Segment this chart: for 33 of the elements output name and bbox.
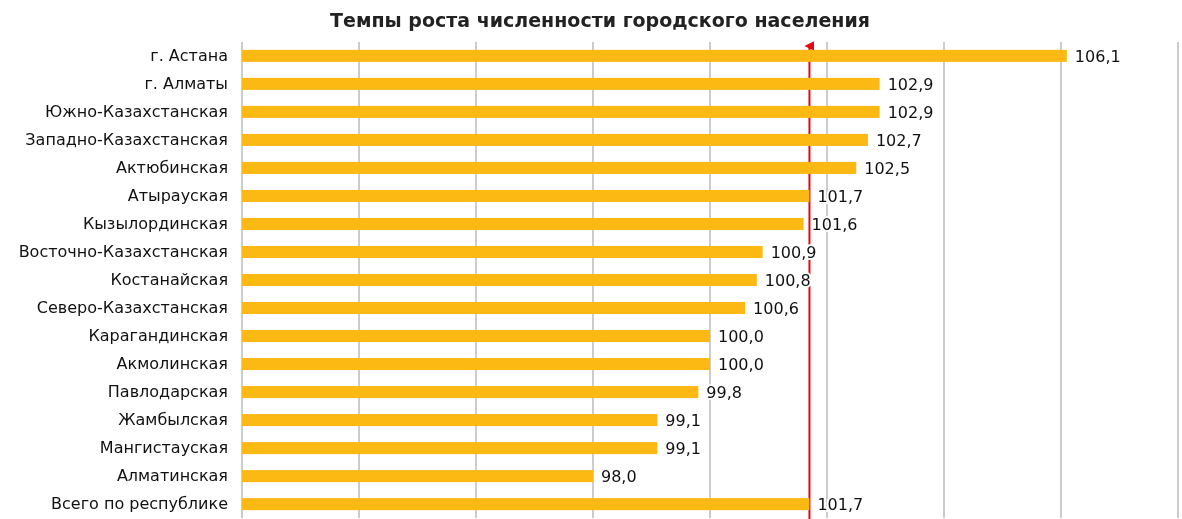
y-tick-label: Мангистауская — [99, 438, 228, 458]
y-tick-label: Алматинская — [116, 466, 228, 486]
data-label: 102,9 — [887, 102, 934, 122]
data-label: 99,1 — [665, 438, 701, 458]
data-label: 106,1 — [1074, 46, 1121, 66]
y-tick-label: Западно-Казахстанская — [25, 130, 228, 150]
y-tick-label: Павлодарская — [107, 382, 228, 402]
data-label: 102,7 — [875, 130, 922, 150]
y-tick-label: Всего по республике — [51, 494, 228, 514]
y-tick-label: Актюбинская — [115, 158, 228, 178]
y-tick-label: г. Алматы — [144, 74, 228, 93]
y-tick-label: г. Астана — [150, 45, 228, 65]
y-tick-label: Кызылординская — [82, 214, 228, 234]
data-label: 101,7 — [817, 494, 864, 514]
y-tick-label: Атырауская — [127, 186, 228, 206]
y-tick-label: Костанайская — [110, 270, 228, 290]
data-label: 101,6 — [811, 214, 858, 234]
data-label: 101,7 — [817, 186, 864, 206]
y-tick-label: Акмолинская — [116, 354, 228, 374]
data-label: 99,8 — [706, 382, 742, 402]
data-label: 102,9 — [887, 74, 934, 94]
y-tick-label: Южно-Казахстанская — [45, 102, 228, 122]
data-label: 100,0 — [718, 326, 764, 346]
data-label: 100,6 — [753, 298, 799, 318]
data-label: 98,0 — [601, 466, 637, 486]
y-tick-label: Северо-Казахстанская — [36, 298, 228, 318]
data-label: 102,5 — [864, 158, 911, 178]
y-tick-label: Жамбылская — [118, 410, 228, 430]
data-label: 99,1 — [665, 410, 701, 430]
y-tick-label: Восточно-Казахстанская — [18, 242, 228, 262]
chart-title: Темпы роста численности городского населения — [330, 9, 870, 31]
y-tick-label: Карагандинская — [88, 326, 228, 346]
data-label: 100,0 — [718, 354, 764, 374]
